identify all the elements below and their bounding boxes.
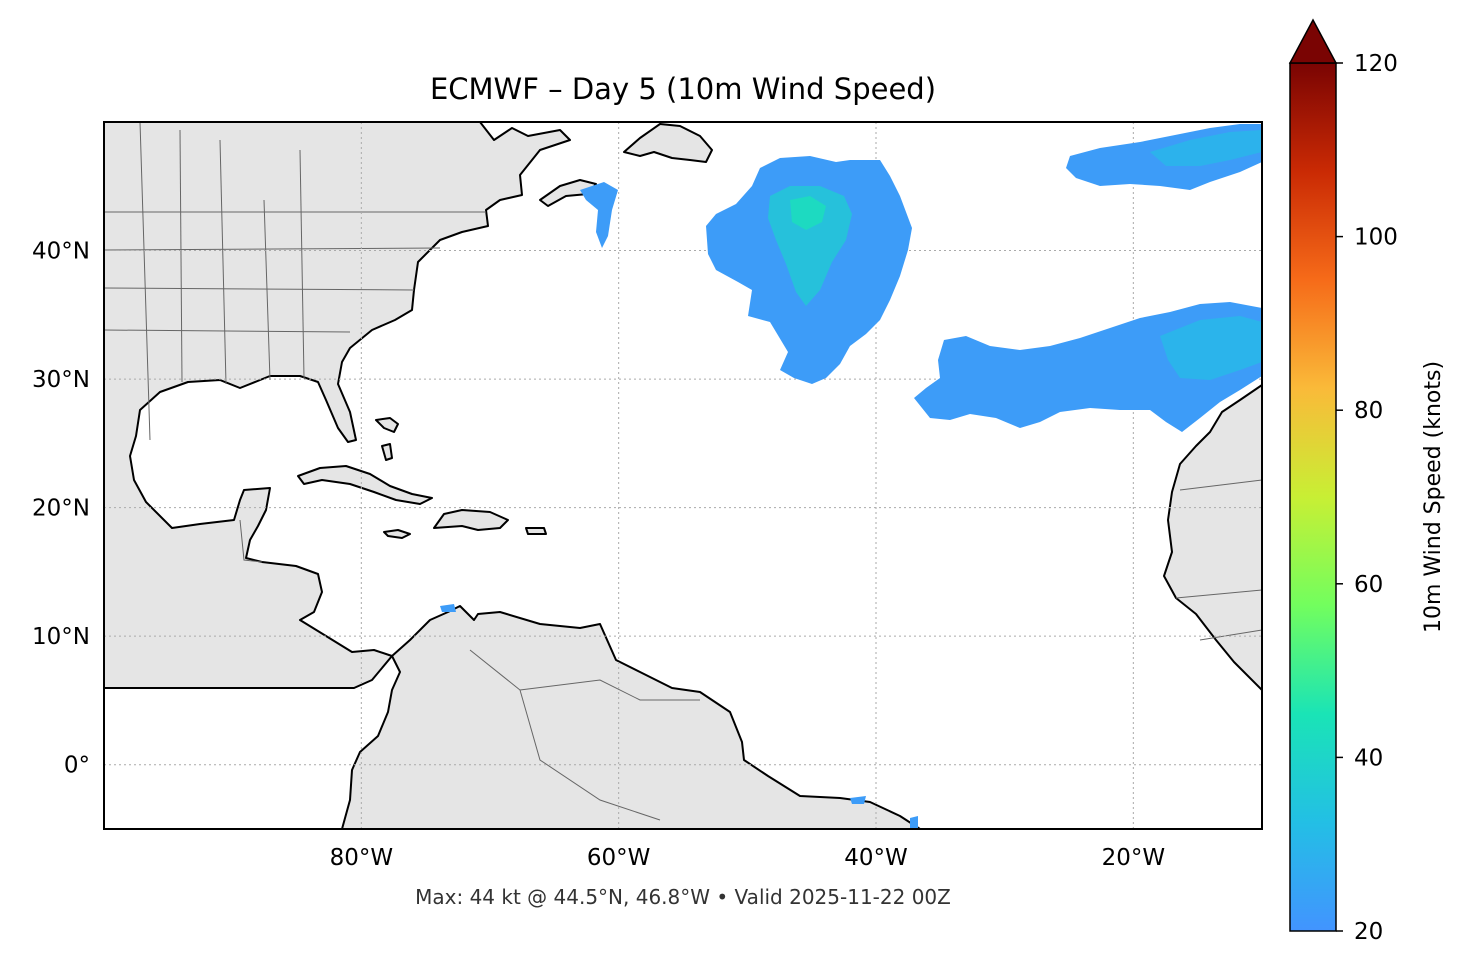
lat-tick-label: 10°N	[32, 624, 90, 650]
wind-region-nova-scotia	[580, 182, 618, 248]
map-frame	[103, 121, 1263, 830]
colorbar-tick-label: 80	[1354, 398, 1383, 424]
longitude-ticks: 80°W 60°W 40°W 20°W	[330, 845, 1166, 871]
wind-speed-field	[440, 124, 1262, 829]
colorbar-tick-label: 40	[1354, 745, 1383, 771]
colorbar-tick-label: 60	[1354, 572, 1383, 598]
wind-region-storm-peak	[790, 196, 826, 230]
lon-tick-label: 40°W	[844, 845, 908, 871]
lat-tick-label: 30°N	[32, 367, 90, 393]
land-cuba	[297, 465, 433, 505]
lon-tick-label: 20°W	[1102, 845, 1166, 871]
wind-region-northeast-core	[1150, 130, 1262, 166]
wind-region-storm-core	[768, 186, 852, 306]
colorbar-tick-label: 120	[1354, 51, 1398, 77]
land-bahamas	[375, 417, 399, 461]
map-footer: Max: 44 kt @ 44.5°N, 46.8°W • Valid 2025…	[415, 885, 951, 909]
wind-region-subtropical-core	[1160, 316, 1262, 380]
land-hispaniola	[433, 509, 509, 531]
land-newfoundland	[623, 123, 713, 163]
colorbar-label: 10m Wind Speed (knots)	[1421, 361, 1446, 633]
political-borders	[104, 122, 1262, 821]
colorbar: 20 40 60 80 100 120 10m Wind Speed (knots)	[1288, 18, 1446, 945]
land-africa	[1163, 384, 1262, 691]
latitude-ticks: 40°N 30°N 20°N 10°N 0°	[32, 239, 90, 779]
colorbar-tick-label: 100	[1354, 225, 1398, 251]
map-layers	[104, 122, 1262, 829]
land-jamaica	[383, 529, 411, 539]
lat-tick-label: 40°N	[32, 239, 90, 265]
colorbar-extend-arrow	[1288, 18, 1338, 64]
lon-tick-label: 60°W	[587, 845, 651, 871]
colorbar-scale	[1289, 62, 1337, 932]
land-north-america	[104, 122, 571, 689]
lon-tick-label: 80°W	[330, 845, 394, 871]
land-south-america	[341, 605, 921, 829]
lat-tick-label: 0°	[64, 753, 90, 779]
land-puerto-rico	[525, 527, 547, 535]
map-title: ECMWF – Day 5 (10m Wind Speed)	[429, 72, 937, 106]
lat-tick-label: 20°N	[32, 496, 90, 522]
colorbar-tick-label: 20	[1354, 919, 1383, 945]
colorbar-ticks: 20 40 60 80 100 120	[1336, 51, 1398, 945]
